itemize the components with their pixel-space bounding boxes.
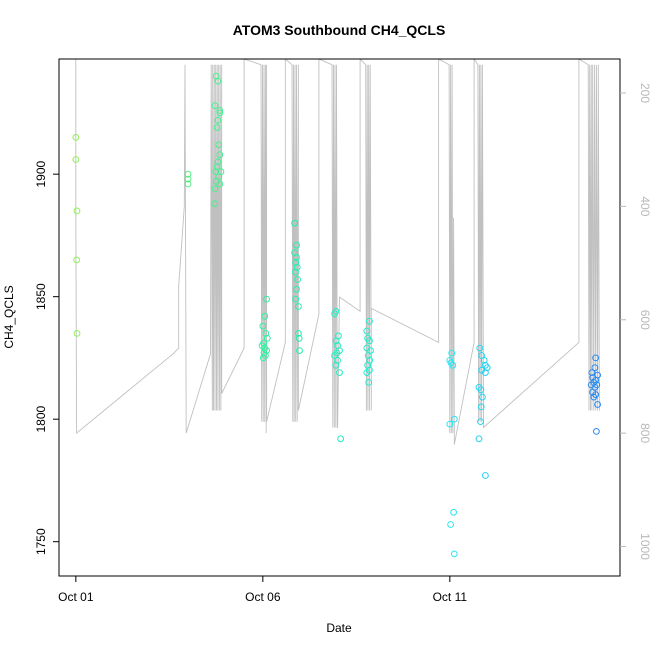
data-point <box>482 472 489 479</box>
plot-frame <box>58 58 621 577</box>
data-point <box>366 337 373 345</box>
data-point <box>293 285 300 293</box>
data-point <box>331 310 339 318</box>
pressure-line <box>75 59 600 445</box>
data-point <box>214 77 222 85</box>
y2-tick-label: 800 <box>638 423 650 443</box>
data-point <box>482 369 489 377</box>
data-point <box>72 134 80 141</box>
data-point <box>213 163 221 171</box>
data-point <box>292 295 300 303</box>
data-point <box>259 322 267 330</box>
data-point <box>447 359 455 367</box>
data-point <box>446 420 454 428</box>
data-point <box>363 327 371 335</box>
y-tick-label: 1900 <box>34 160 48 187</box>
data-point <box>214 158 222 166</box>
data-point <box>295 334 303 342</box>
data-point <box>262 330 270 337</box>
data-point <box>296 347 303 355</box>
data-point <box>337 435 345 443</box>
data-point <box>480 357 488 364</box>
y2-tick-label: 200 <box>638 83 650 103</box>
chart-title: ATOM3 Southbound CH4_QCLS <box>233 22 446 38</box>
x-axis-label: Date <box>326 621 352 635</box>
data-point <box>364 352 372 359</box>
data-point <box>450 415 458 423</box>
data-point <box>593 428 600 435</box>
y-axis: 1750 1800 1850 1900 <box>34 160 59 555</box>
data-point <box>216 151 224 159</box>
data-point <box>216 109 224 117</box>
data-point <box>292 259 300 266</box>
data-point <box>184 170 192 178</box>
y-tick-label: 1800 <box>34 406 48 433</box>
y2-axis: 200 400 600 800 1000 <box>620 83 650 560</box>
data-point <box>448 349 456 357</box>
data-point <box>450 508 458 516</box>
data-point <box>263 295 271 303</box>
data-point <box>73 207 81 215</box>
data-point <box>73 256 80 264</box>
data-point <box>73 330 81 337</box>
y-tick-label: 1750 <box>34 528 48 555</box>
data-point <box>184 175 192 183</box>
data-point <box>332 361 340 369</box>
data-point <box>594 401 601 408</box>
data-point <box>294 276 302 283</box>
data-point <box>588 369 596 377</box>
data-point <box>336 369 343 377</box>
data-point <box>211 102 219 109</box>
data-point <box>213 124 221 131</box>
data-point <box>331 352 339 359</box>
data-point <box>72 156 80 163</box>
data-point <box>263 334 271 342</box>
data-point <box>216 107 224 114</box>
y2-tick-label: 600 <box>638 310 650 330</box>
data-point <box>477 403 485 411</box>
data-point <box>293 254 300 261</box>
data-point <box>447 521 455 528</box>
y-tick-label: 1850 <box>34 283 48 310</box>
data-point <box>477 418 484 426</box>
y-axis-label: CH4_QCLS <box>2 285 16 348</box>
data-point <box>592 354 600 362</box>
data-point <box>214 116 222 124</box>
data-point <box>293 241 300 249</box>
data-points <box>72 72 601 558</box>
data-point <box>295 303 302 310</box>
y2-tick-label: 400 <box>638 196 650 216</box>
data-point <box>591 364 599 372</box>
data-point <box>479 393 486 401</box>
data-point <box>211 185 219 193</box>
data-point <box>366 317 373 325</box>
y2-tick-label: 1000 <box>638 533 650 560</box>
data-point <box>363 369 371 377</box>
data-point <box>475 435 483 443</box>
data-point <box>450 550 458 558</box>
data-point <box>291 219 299 227</box>
data-point <box>292 268 299 276</box>
data-point <box>261 312 269 320</box>
data-point <box>365 379 373 386</box>
data-point <box>215 141 223 149</box>
data-point <box>216 180 224 188</box>
x-tick-label: Oct 01 <box>58 590 94 604</box>
data-point <box>590 393 598 401</box>
data-point <box>211 200 219 208</box>
data-point <box>212 168 220 176</box>
data-point <box>477 386 485 394</box>
x-tick-label: Oct 06 <box>245 590 281 604</box>
data-point <box>295 330 302 337</box>
data-point <box>332 337 340 345</box>
x-tick-label: Oct 11 <box>433 590 468 604</box>
data-point <box>476 344 484 352</box>
x-axis: Oct 01 Oct 06 Oct 11 <box>58 576 467 604</box>
data-point <box>259 354 267 362</box>
pressure-trace <box>75 59 600 445</box>
data-point <box>184 180 192 188</box>
